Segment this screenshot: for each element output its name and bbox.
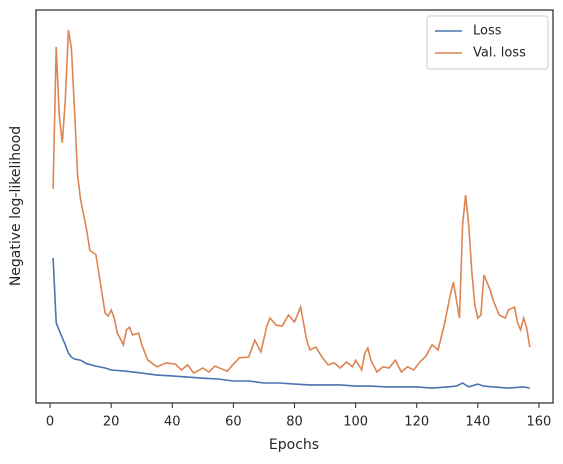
legend-box	[426, 15, 549, 70]
x-tick-label: 20	[103, 415, 120, 430]
legend-label: Loss	[473, 24, 502, 39]
y-axis-label: Negative log-likelihood	[8, 126, 24, 286]
line	[52, 29, 531, 375]
x-axis-label: Epochs	[269, 437, 319, 453]
x-tick-label: 120	[404, 415, 429, 430]
x-tick-label: 40	[164, 415, 181, 430]
x-tick-label: 140	[465, 415, 490, 430]
legend-label: Val. loss	[473, 46, 526, 61]
line	[52, 257, 530, 389]
x-tick-label: 60	[225, 415, 242, 430]
x-tick-label: 160	[527, 415, 552, 430]
x-tick-label: 100	[343, 415, 368, 430]
x-tick-label: 80	[286, 415, 303, 430]
x-tick-label: 0	[46, 415, 54, 430]
